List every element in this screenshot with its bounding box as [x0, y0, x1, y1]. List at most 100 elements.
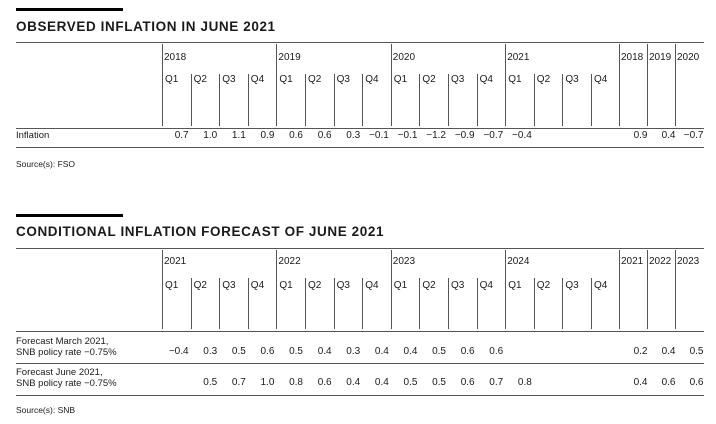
year-label: 2022 — [278, 256, 301, 267]
annual-separator — [619, 250, 620, 329]
quarterly-value: 0.8 — [289, 377, 303, 388]
quarterly-value: 0.9 — [260, 130, 275, 141]
quarter-label: Q1 — [279, 280, 293, 291]
quarter-label: Q1 — [279, 74, 293, 85]
quarter-separator — [448, 74, 449, 126]
quarterly-value: −0.1 — [369, 130, 389, 141]
quarter-separator — [448, 278, 449, 329]
annual-year-label: 2021 — [621, 256, 644, 267]
annual-year-label: 2019 — [649, 52, 672, 63]
quarter-label: Q3 — [565, 280, 579, 291]
quarter-label: Q1 — [508, 74, 522, 85]
section-rule — [16, 214, 123, 217]
annual-value: 0.6 — [689, 377, 704, 388]
year-label: 2021 — [507, 52, 530, 63]
row-label: Forecast June 2021, SNB policy rate −0.7… — [16, 367, 117, 389]
year-separator — [276, 44, 278, 126]
year-separator — [162, 250, 163, 329]
annual-separator — [675, 250, 676, 329]
quarter-label: Q3 — [336, 74, 350, 85]
quarter-label: Q3 — [222, 280, 236, 291]
quarter-separator — [305, 74, 306, 126]
quarterly-value: 0.7 — [174, 130, 189, 141]
annual-value: −0.7 — [683, 130, 704, 141]
quarter-label: Q1 — [393, 280, 408, 291]
year-label: 2018 — [164, 52, 187, 63]
annual-year-label: 2018 — [621, 52, 644, 63]
quarter-label: Q4 — [479, 74, 493, 85]
annual-value: 0.4 — [661, 346, 676, 357]
quarter-separator — [533, 278, 535, 329]
quarterly-value: 0.6 — [489, 346, 504, 357]
quarter-label: Q3 — [451, 74, 465, 85]
quarterly-value: 0.3 — [346, 130, 361, 141]
quarterly-value: 0.6 — [317, 377, 332, 388]
quarter-label: Q4 — [594, 280, 608, 291]
quarterly-value: −0.9 — [454, 130, 475, 141]
quarterly-value: −0.4 — [168, 346, 189, 357]
annual-value: 0.6 — [661, 377, 676, 388]
header-bottom-line — [16, 331, 704, 332]
quarter-label: Q2 — [422, 74, 436, 85]
quarterly-value: 0.5 — [231, 346, 246, 357]
annual-value: 0.4 — [661, 130, 676, 141]
quarterly-value: 0.4 — [374, 377, 389, 388]
quarter-label: Q2 — [308, 280, 322, 291]
year-separator — [276, 250, 278, 329]
quarterly-value: 0.3 — [203, 346, 218, 357]
quarterly-value: 0.5 — [203, 377, 218, 388]
quarterly-value: 0.3 — [346, 346, 361, 357]
quarter-separator — [419, 278, 421, 329]
quarter-label: Q3 — [222, 74, 236, 85]
year-separator — [162, 44, 163, 126]
quarter-separator — [333, 74, 335, 126]
quarterly-value: 0.5 — [289, 346, 303, 357]
quarter-label: Q2 — [536, 74, 551, 85]
quarterly-value: 0.6 — [289, 130, 303, 141]
quarter-label: Q1 — [508, 280, 522, 291]
quarter-label: Q4 — [250, 74, 265, 85]
header-top-line — [16, 42, 704, 43]
quarter-label: Q2 — [536, 280, 551, 291]
year-label: 2023 — [392, 256, 416, 267]
quarter-separator — [562, 278, 564, 329]
annual-year-label: 2022 — [649, 256, 672, 267]
quarter-separator — [476, 278, 478, 329]
year-separator — [505, 250, 507, 329]
quarterly-value: 0.4 — [403, 346, 418, 357]
row-bottom-line — [16, 395, 704, 396]
quarter-label: Q3 — [565, 74, 579, 85]
year-label: 2020 — [392, 52, 416, 63]
quarter-separator — [247, 278, 249, 329]
annual-value: 0.4 — [633, 377, 648, 388]
quarterly-value: −1.2 — [426, 130, 446, 141]
source-note: Source(s): FSO — [16, 159, 76, 169]
quarterly-value: 1.0 — [260, 377, 275, 388]
year-separator — [390, 250, 392, 329]
quarter-separator — [591, 74, 592, 126]
quarter-label: Q4 — [479, 280, 493, 291]
quarterly-value: −0.4 — [512, 130, 532, 141]
year-separator — [390, 44, 392, 126]
quarterly-value: 1.0 — [203, 130, 218, 141]
annual-separator — [619, 44, 620, 126]
source-note: Source(s): SNB — [16, 405, 76, 415]
annual-separator — [675, 44, 676, 126]
annual-separator — [647, 44, 648, 126]
quarter-label: Q4 — [365, 74, 379, 85]
quarter-separator — [362, 74, 364, 126]
quarter-label: Q2 — [193, 74, 207, 85]
annual-value: 0.5 — [689, 346, 704, 357]
header-top-line — [16, 248, 704, 249]
quarter-separator — [533, 74, 535, 126]
section-title: CONDITIONAL INFLATION FORECAST OF JUNE 2… — [16, 224, 385, 239]
quarterly-value: 0.7 — [231, 377, 246, 388]
section-rule — [16, 8, 123, 11]
quarter-label: Q2 — [193, 280, 207, 291]
quarterly-value: 0.6 — [317, 130, 332, 141]
quarter-label: Q4 — [250, 280, 265, 291]
annual-separator — [647, 250, 648, 329]
year-label: 2021 — [164, 256, 187, 267]
quarter-separator — [591, 278, 592, 329]
quarter-label: Q1 — [393, 74, 408, 85]
